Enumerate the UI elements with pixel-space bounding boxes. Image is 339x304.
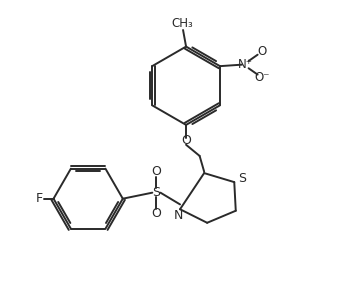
Text: O: O	[151, 165, 161, 178]
Text: O: O	[181, 134, 191, 147]
Text: S: S	[152, 186, 160, 199]
Text: F: F	[36, 192, 43, 205]
Text: S: S	[238, 172, 246, 185]
Text: O: O	[257, 45, 266, 58]
Text: O: O	[151, 207, 161, 220]
Text: N: N	[174, 209, 183, 222]
Text: O⁻: O⁻	[254, 71, 270, 84]
Text: CH₃: CH₃	[172, 18, 193, 30]
Text: N⁺: N⁺	[238, 58, 253, 71]
